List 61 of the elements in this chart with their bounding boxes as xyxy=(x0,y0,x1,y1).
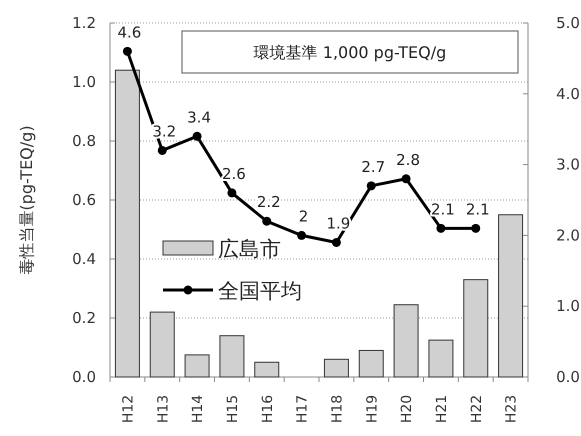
point xyxy=(192,132,202,141)
x-tick-label: H20 xyxy=(399,394,416,424)
data-label: 2.7 xyxy=(361,158,386,176)
point xyxy=(262,216,272,226)
point xyxy=(402,174,411,184)
x-tick-label: H15 xyxy=(224,394,241,424)
x-tick-label: H12 xyxy=(120,394,136,424)
data-label: 2.6 xyxy=(222,164,246,183)
y-tick-label: 0.8 xyxy=(72,132,96,150)
bar xyxy=(498,214,524,378)
x-tick-label: H19 xyxy=(364,394,380,424)
x-tick-label: H13 xyxy=(155,394,172,424)
y2-tick-label: 3.0 xyxy=(556,156,580,174)
bar xyxy=(428,340,454,378)
x-tick-label: H22 xyxy=(468,394,485,424)
y2-tick-label: 5.0 xyxy=(556,14,580,32)
bar xyxy=(114,70,140,378)
bar xyxy=(324,358,349,378)
x-tick-label: H18 xyxy=(329,394,346,424)
legend-label: 全国平均 xyxy=(218,279,302,303)
y-tick-label: 0.0 xyxy=(72,368,96,386)
data-label: 2 xyxy=(298,207,308,226)
data-label: 4.6 xyxy=(117,23,142,42)
data-label: 2.8 xyxy=(396,150,420,169)
annotation-box: 環境基準 1,000 pg-TEQ/g xyxy=(182,30,518,74)
x-tick-label: H23 xyxy=(504,394,520,424)
point xyxy=(227,188,236,198)
bar xyxy=(150,312,175,378)
y-tick-label: 1.2 xyxy=(72,14,96,32)
y2-tick-label: 1.0 xyxy=(556,297,580,316)
bar xyxy=(184,354,210,378)
y2-tick-label: 0.0 xyxy=(556,368,580,386)
annotation: 環境基準 1,000 pg-TEQ/g xyxy=(254,43,446,62)
bar xyxy=(463,279,488,378)
bar xyxy=(358,350,384,378)
data-label: 3.4 xyxy=(187,108,212,126)
point xyxy=(436,224,446,233)
y-tick-label: 1.0 xyxy=(72,73,96,91)
bar xyxy=(394,304,419,378)
data-label: 2.2 xyxy=(256,193,281,212)
point xyxy=(332,238,341,247)
y2-tick-label: 4.0 xyxy=(556,84,580,103)
x-tick-label: H17 xyxy=(294,394,311,424)
legend-label: 広島市 xyxy=(218,237,281,261)
x-tick-label: H16 xyxy=(260,394,276,424)
x-tick-label: H14 xyxy=(190,394,206,424)
point xyxy=(297,230,306,240)
y-tick-label: 0.2 xyxy=(72,309,96,327)
data-label: 2.1 xyxy=(466,200,490,218)
x-tick-label: H21 xyxy=(434,394,450,424)
point xyxy=(471,224,480,233)
point xyxy=(122,46,132,56)
y-axis-title: 毒性当量(pg-TEQ/g) xyxy=(17,125,36,275)
y-tick-label: 0.6 xyxy=(72,191,96,209)
point xyxy=(366,181,376,190)
y-tick-label: 0.4 xyxy=(72,250,96,268)
y2-tick-label: 2.0 xyxy=(556,226,580,244)
point xyxy=(158,146,167,155)
bar xyxy=(219,335,244,378)
data-label: 2.1 xyxy=(430,200,455,218)
bar xyxy=(254,362,280,378)
